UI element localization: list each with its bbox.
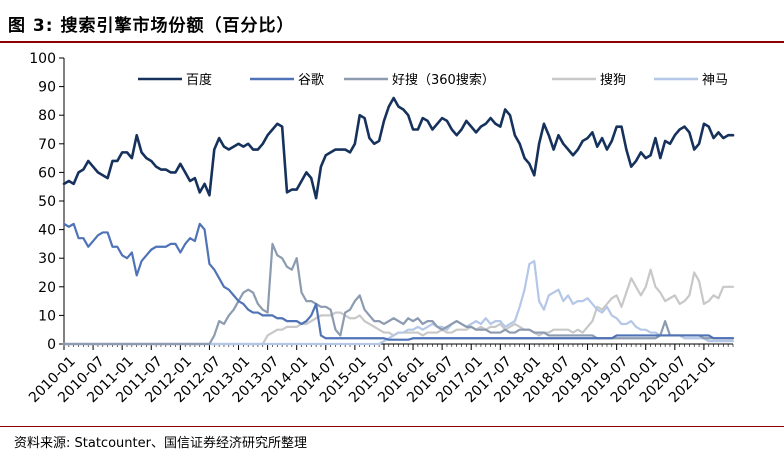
chart-legend: 百度 谷歌 好搜（360搜索） 搜狗 神马 (138, 72, 728, 88)
series-line (62, 259, 735, 346)
y-tick-label: 70 (38, 137, 56, 153)
series-line (62, 268, 735, 346)
y-tick-label: 0 (47, 337, 56, 353)
series-line (62, 96, 735, 200)
y-tick-label: 20 (38, 280, 56, 296)
legend-label: 好搜（360搜索） (392, 73, 495, 88)
y-tick-label: 50 (38, 194, 56, 210)
y-tick-label: 40 (38, 223, 56, 239)
figure-header: 图 3: 搜索引擎市场份额（百分比） (0, 0, 784, 42)
chart-series-lines (62, 96, 735, 346)
legend-label: 搜狗 (600, 73, 626, 88)
series-line (62, 242, 735, 346)
y-tick-label: 90 (38, 80, 56, 96)
source-note: 资料来源: Statcounter、国信证券经济研究所整理 (14, 436, 307, 451)
figure-title: 图 3: 搜索引擎市场份额（百分比） (8, 16, 295, 36)
title-divider (0, 41, 784, 43)
legend-label: 神马 (702, 73, 728, 88)
legend-label: 百度 (186, 72, 212, 88)
y-tick-label: 100 (29, 51, 56, 67)
footer-divider (0, 426, 784, 427)
y-tick-label: 30 (38, 251, 56, 267)
chart-axes: 01020304050607080901002010-012010-072011… (26, 51, 734, 406)
legend-label: 谷歌 (298, 73, 324, 88)
series-line (62, 222, 735, 341)
y-tick-label: 10 (38, 308, 56, 324)
y-tick-label: 80 (38, 108, 56, 124)
y-tick-label: 60 (38, 165, 56, 181)
